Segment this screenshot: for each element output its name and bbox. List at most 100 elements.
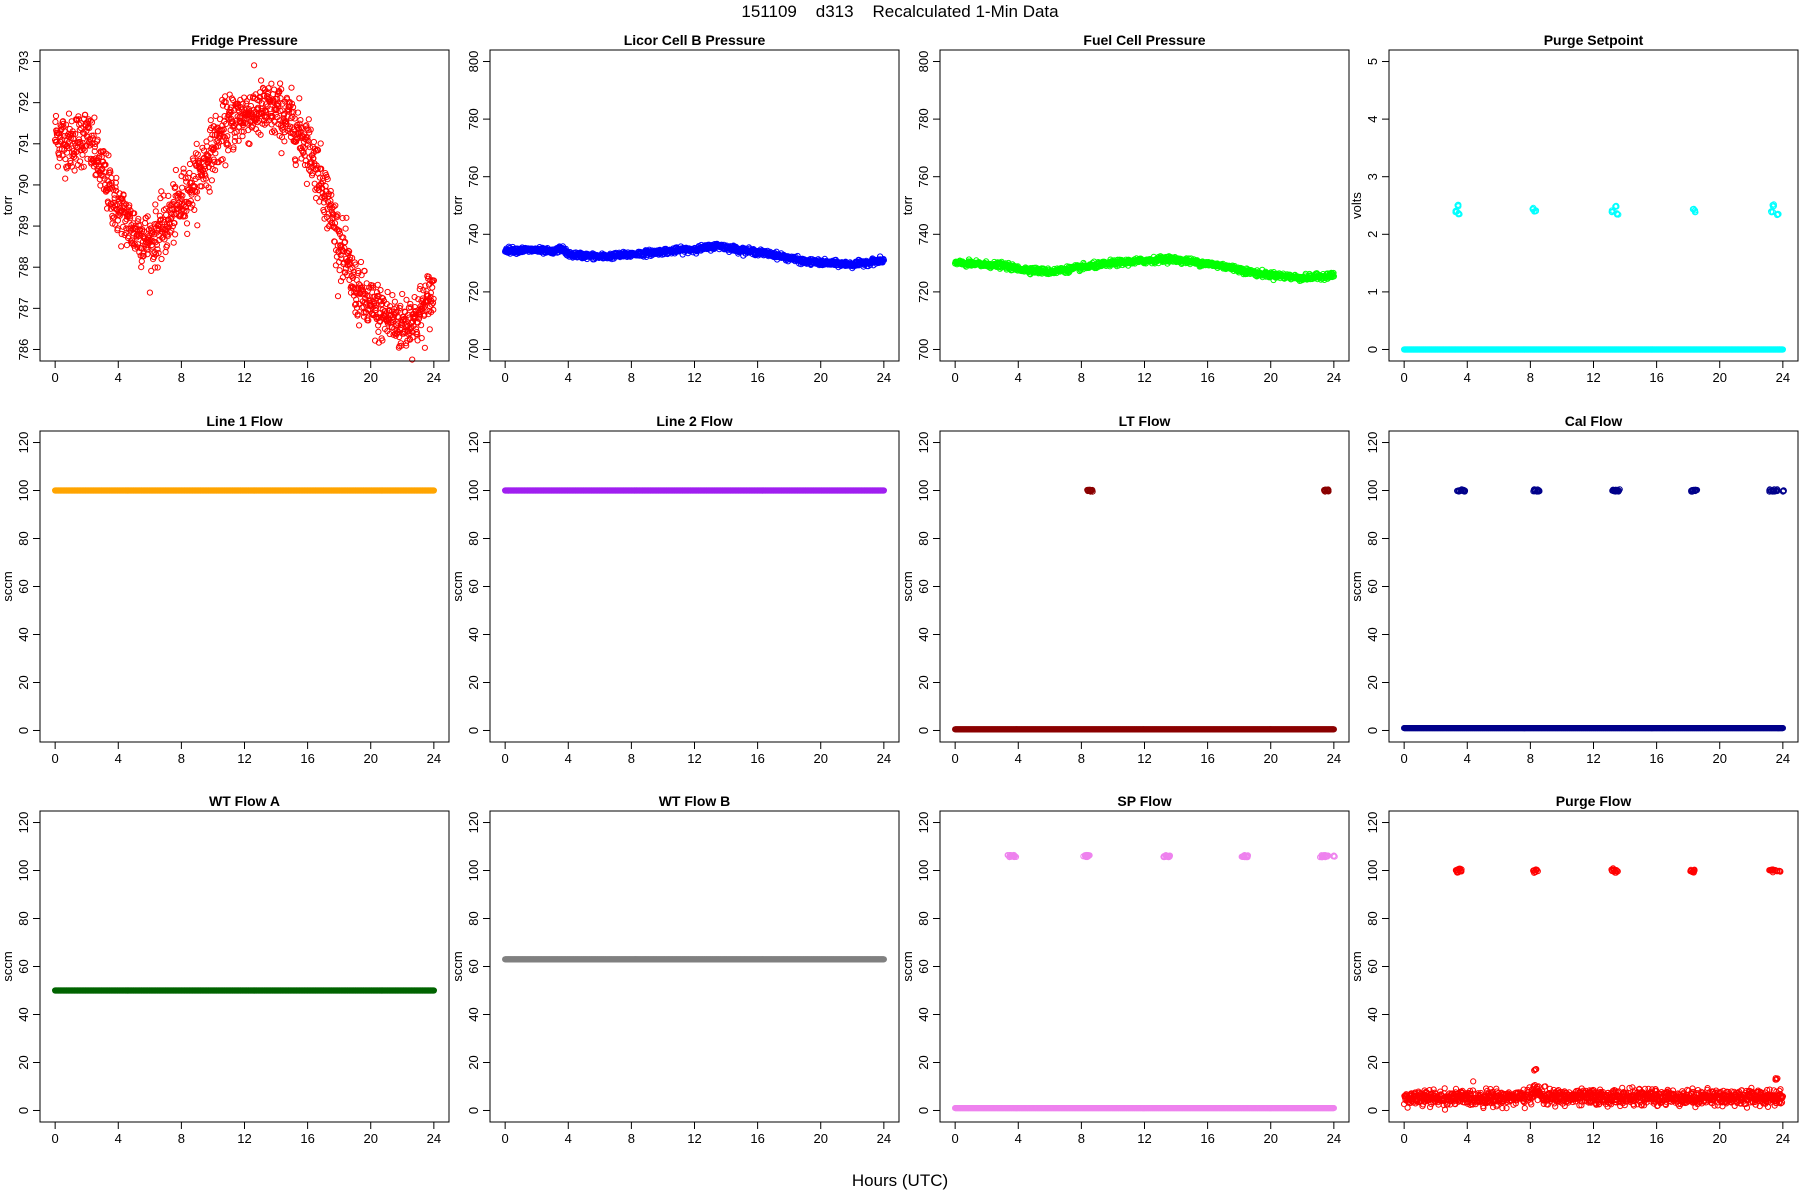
data-point bbox=[152, 201, 159, 208]
data-point bbox=[403, 296, 410, 303]
data-point bbox=[235, 137, 242, 144]
data-point bbox=[307, 126, 314, 133]
x-tick-label: 0 bbox=[952, 370, 959, 385]
data-point bbox=[430, 295, 437, 302]
data-point bbox=[377, 287, 384, 294]
data-point bbox=[194, 222, 201, 229]
data-point bbox=[97, 182, 104, 189]
data-point bbox=[151, 264, 159, 271]
data-point bbox=[288, 115, 295, 122]
data-point bbox=[141, 220, 149, 227]
data-point bbox=[336, 227, 343, 234]
data-point bbox=[224, 133, 231, 140]
x-tick-label: 20 bbox=[814, 370, 828, 385]
data-point bbox=[67, 160, 74, 167]
data-point bbox=[292, 161, 299, 169]
data-point bbox=[162, 205, 169, 212]
data-points bbox=[1401, 201, 1786, 353]
data-point bbox=[323, 213, 330, 221]
data-point bbox=[155, 249, 162, 257]
data-point bbox=[271, 129, 279, 136]
data-point bbox=[419, 303, 426, 311]
data-point bbox=[296, 120, 303, 127]
y-tick-label: 792 bbox=[16, 92, 31, 114]
data-point bbox=[258, 77, 265, 84]
x-tick-label: 4 bbox=[565, 370, 572, 385]
data-point bbox=[172, 183, 179, 190]
data-point bbox=[365, 317, 372, 324]
data-point bbox=[102, 161, 109, 168]
data-point bbox=[59, 118, 67, 125]
data-point bbox=[88, 119, 96, 126]
data-point bbox=[142, 214, 149, 221]
data-point bbox=[212, 112, 219, 120]
data-point bbox=[327, 197, 334, 205]
data-point bbox=[144, 213, 151, 220]
data-point bbox=[379, 300, 386, 308]
data-point bbox=[278, 86, 285, 93]
data-point bbox=[303, 180, 310, 187]
data-point bbox=[240, 118, 247, 126]
x-tick-label: 8 bbox=[628, 370, 635, 385]
data-point bbox=[103, 187, 110, 194]
data-point bbox=[169, 223, 176, 230]
data-point bbox=[277, 80, 284, 87]
data-point bbox=[230, 146, 237, 153]
data-point bbox=[86, 124, 93, 132]
data-point bbox=[414, 331, 421, 338]
data-point bbox=[125, 233, 132, 240]
x-tick-label: 24 bbox=[1327, 370, 1341, 385]
data-point bbox=[71, 139, 79, 146]
data-point bbox=[395, 314, 402, 321]
data-point bbox=[108, 180, 115, 187]
data-point bbox=[215, 143, 222, 150]
data-point bbox=[238, 128, 245, 135]
data-point bbox=[349, 264, 356, 271]
data-point bbox=[101, 175, 108, 182]
data-point bbox=[175, 205, 182, 212]
data-point bbox=[358, 272, 365, 279]
data-point bbox=[305, 116, 312, 123]
data-point bbox=[409, 356, 416, 363]
data-point bbox=[342, 225, 349, 232]
data-point bbox=[341, 239, 348, 246]
data-point bbox=[357, 258, 365, 266]
x-tick-label: 16 bbox=[750, 370, 764, 385]
data-point bbox=[300, 149, 307, 156]
data-point bbox=[334, 242, 341, 249]
y-tick-label: 780 bbox=[466, 108, 481, 130]
data-point bbox=[162, 248, 169, 256]
data-points bbox=[52, 62, 437, 363]
data-point bbox=[135, 215, 142, 222]
y-tick-label: 760 bbox=[916, 166, 931, 188]
data-point bbox=[154, 264, 161, 271]
data-point bbox=[138, 264, 145, 271]
data-point bbox=[421, 344, 428, 351]
data-point bbox=[412, 315, 419, 322]
data-point bbox=[75, 113, 82, 120]
data-point bbox=[339, 215, 346, 222]
data-point bbox=[292, 157, 299, 164]
data-point bbox=[183, 207, 190, 214]
data-point bbox=[296, 95, 303, 102]
data-point bbox=[386, 330, 393, 338]
data-point bbox=[72, 155, 79, 162]
y-axis-label: torr bbox=[900, 195, 915, 215]
data-point bbox=[409, 334, 416, 341]
data-point bbox=[324, 176, 331, 183]
data-point bbox=[152, 208, 159, 215]
data-point bbox=[317, 140, 324, 147]
chart-title: Fridge Pressure bbox=[191, 32, 298, 48]
data-point bbox=[222, 162, 229, 169]
data-point bbox=[413, 328, 420, 336]
data-point bbox=[277, 95, 284, 102]
data-point bbox=[290, 108, 297, 116]
data-point bbox=[393, 304, 400, 311]
chart-title: Fuel Cell Pressure bbox=[1083, 32, 1205, 48]
data-point bbox=[211, 158, 218, 165]
data-point bbox=[113, 174, 120, 181]
data-point bbox=[111, 195, 118, 202]
data-point bbox=[164, 242, 171, 249]
